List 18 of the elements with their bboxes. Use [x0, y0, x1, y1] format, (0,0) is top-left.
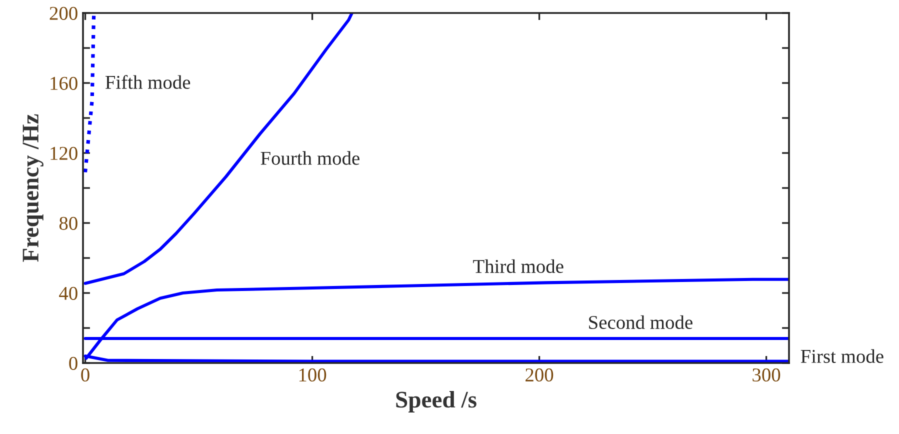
y-axis-title: Frequency /Hz: [22, 114, 44, 262]
y-tick-label: 120: [50, 146, 78, 160]
x-tick-label: 100: [299, 368, 326, 382]
y-tick-label: 40: [59, 286, 78, 300]
y-tick-label: 200: [50, 6, 78, 20]
series-label: Fifth mode: [105, 75, 190, 89]
x-axis-title: Speed /s: [396, 391, 476, 412]
series-label: Fourth mode: [260, 151, 360, 165]
x-tick-label: 200: [526, 368, 554, 382]
y-tick-label: 0: [69, 356, 78, 370]
x-tick-label: 300: [752, 368, 780, 382]
x-tick-label: 0: [81, 368, 90, 382]
series-label: Second mode: [589, 315, 692, 330]
series-label: First mode: [800, 349, 884, 363]
line-series: [83, 13, 96, 174]
series-label: Third mode: [473, 259, 564, 274]
y-tick-label: 160: [50, 76, 78, 90]
y-tick-label: 80: [59, 216, 78, 230]
